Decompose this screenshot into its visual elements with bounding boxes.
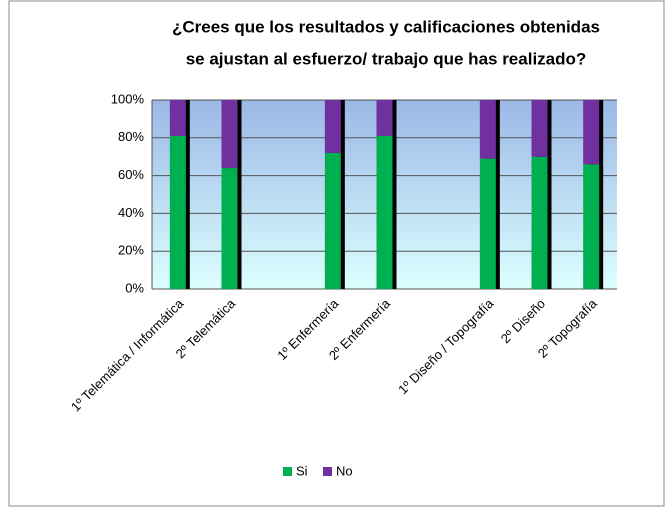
legend-swatch [283, 467, 292, 476]
y-tick-label: 80% [118, 129, 144, 144]
bar [583, 164, 600, 289]
bar [531, 100, 548, 157]
bar [169, 135, 186, 289]
y-tick-label: 40% [118, 205, 144, 220]
y-tick-label: 60% [118, 167, 144, 182]
bar [221, 100, 238, 169]
chart-title: ¿Crees que los resultados y calificacion… [172, 17, 600, 36]
legend-label: No [336, 463, 353, 478]
bar [221, 168, 238, 289]
bar [583, 100, 600, 165]
legend-swatch [323, 467, 332, 476]
legend-label: Si [296, 463, 308, 478]
bar [479, 158, 496, 289]
bar [169, 100, 186, 136]
chart-title: se ajustan al esfuerzo/ trabajo que has … [186, 49, 587, 68]
y-tick-label: 20% [118, 243, 144, 258]
bar [479, 100, 496, 159]
bar [324, 152, 341, 289]
bar [376, 100, 393, 136]
bar [531, 156, 548, 289]
y-tick-label: 0% [125, 280, 144, 295]
y-tick-label: 100% [111, 91, 145, 106]
bar [324, 100, 341, 153]
bar [376, 135, 393, 289]
